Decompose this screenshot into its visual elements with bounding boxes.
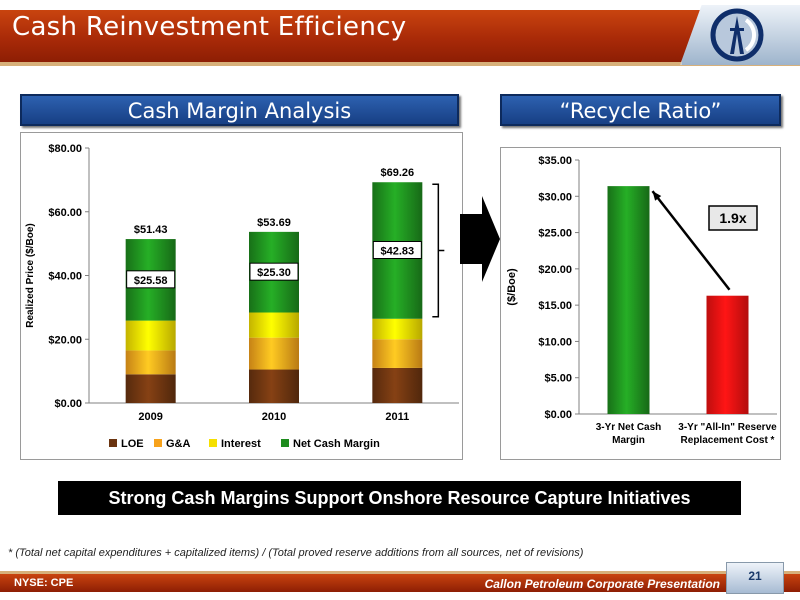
x-tick-label: 2011	[385, 411, 409, 423]
net-margin-label-box	[249, 262, 299, 281]
ratio-callout: 1.9x	[719, 210, 746, 226]
y-tick-label: $20.00	[48, 334, 82, 346]
bar-segment-loe	[125, 374, 176, 403]
x-tick-label: 3-Yr "All-In" Reserve	[678, 422, 777, 433]
legend-label: LOE	[121, 438, 144, 450]
legend-label: G&A	[166, 438, 191, 450]
x-tick-label: Margin	[612, 435, 645, 446]
company-logo-icon	[710, 8, 764, 62]
summary-banner: Strong Cash Margins Support Onshore Reso…	[58, 481, 741, 515]
net-margin-label: $42.83	[381, 245, 415, 257]
footer-bar	[0, 571, 800, 592]
bar-segment-g-a	[249, 337, 299, 370]
bar-total-label: $69.26	[381, 167, 415, 179]
recycle-ratio-chart: $0.00 $5.00 $10.00 $15.00 $20.00 $25.00 $30.00…	[506, 155, 777, 446]
net-margin-label-box	[372, 240, 422, 259]
bar-segment-g-a	[372, 339, 423, 368]
bar-segment-interest	[125, 320, 176, 351]
recycle-ratio-chart-frame: $0.00 $5.00 $10.00 $15.00 $20.00 $25.00 $30.00…	[500, 147, 781, 460]
bar-segment-loe	[249, 369, 299, 403]
legend-swatch	[209, 439, 217, 447]
x-tick-label: 3-Yr Net Cash	[596, 422, 662, 433]
y-tick-label: $20.00	[538, 264, 572, 276]
ratio-arrow	[651, 190, 731, 291]
footnote: * (Total net capital expenditures + capi…	[8, 547, 584, 559]
y-tick-label: $10.00	[538, 336, 572, 348]
page-number-tab	[726, 562, 784, 594]
y-axis-label: ($/Boe)	[506, 268, 518, 306]
right-arrow-icon	[460, 196, 500, 282]
net-margin-label: $25.58	[134, 275, 168, 287]
bar-reserve-replacement-cost	[706, 295, 749, 414]
bar-net-cash-margin	[607, 186, 650, 414]
legend-swatch	[109, 439, 117, 447]
net-margin-label: $25.30	[257, 267, 291, 279]
presentation-label: Callon Petroleum Corporate Presentation	[484, 577, 720, 591]
ticker-label: NYSE: CPE	[14, 577, 74, 589]
y-tick-label: $0.00	[544, 409, 572, 421]
legend-label: Interest	[221, 438, 261, 450]
x-tick-label: 2009	[138, 411, 162, 423]
bar-total-label: $53.69	[257, 217, 291, 229]
bar-total-label: $51.43	[134, 224, 168, 236]
ratio-callout-box	[708, 205, 758, 231]
bar-segment-interest	[372, 318, 423, 340]
y-tick-label: $0.00	[54, 398, 82, 410]
x-tick-label: Replacement Cost *	[681, 435, 775, 446]
bar-segment-interest	[249, 312, 299, 338]
recycle-ratio-header: “Recycle Ratio”	[500, 94, 781, 126]
y-tick-label: $40.00	[48, 271, 82, 283]
legend-swatch	[281, 439, 289, 447]
page-number: 21	[748, 569, 762, 583]
x-tick-label: 2010	[262, 411, 286, 423]
ratio-arrowhead	[652, 191, 662, 201]
y-tick-label: $15.00	[538, 300, 572, 312]
y-tick-label: $60.00	[48, 207, 82, 219]
y-tick-label: $25.00	[538, 228, 572, 240]
bar-segment-loe	[372, 367, 423, 403]
margin-bracket	[432, 183, 445, 318]
cash-margin-chart-frame: $0.00 $20.00 $40.00 $60.00 $80.00 Realized Pr…	[20, 132, 463, 460]
y-tick-label: $5.00	[544, 373, 572, 385]
slide-title: Cash Reinvestment Efficiency	[12, 12, 407, 42]
y-tick-label: $80.00	[48, 143, 82, 155]
title-underline	[0, 62, 800, 66]
cash-margin-chart: $0.00 $20.00 $40.00 $60.00 $80.00 Realized Pr…	[25, 143, 459, 450]
legend-swatch	[154, 439, 162, 447]
legend-label: Net Cash Margin	[293, 438, 380, 450]
y-tick-label: $30.00	[538, 191, 572, 203]
bar-segment-g-a	[125, 350, 176, 375]
title-bar	[0, 10, 800, 62]
net-margin-label-box	[126, 270, 176, 289]
y-axis-label: Realized Price ($/Boe)	[25, 223, 36, 327]
y-tick-label: $35.00	[538, 155, 572, 167]
cash-margin-header: Cash Margin Analysis	[20, 94, 459, 126]
